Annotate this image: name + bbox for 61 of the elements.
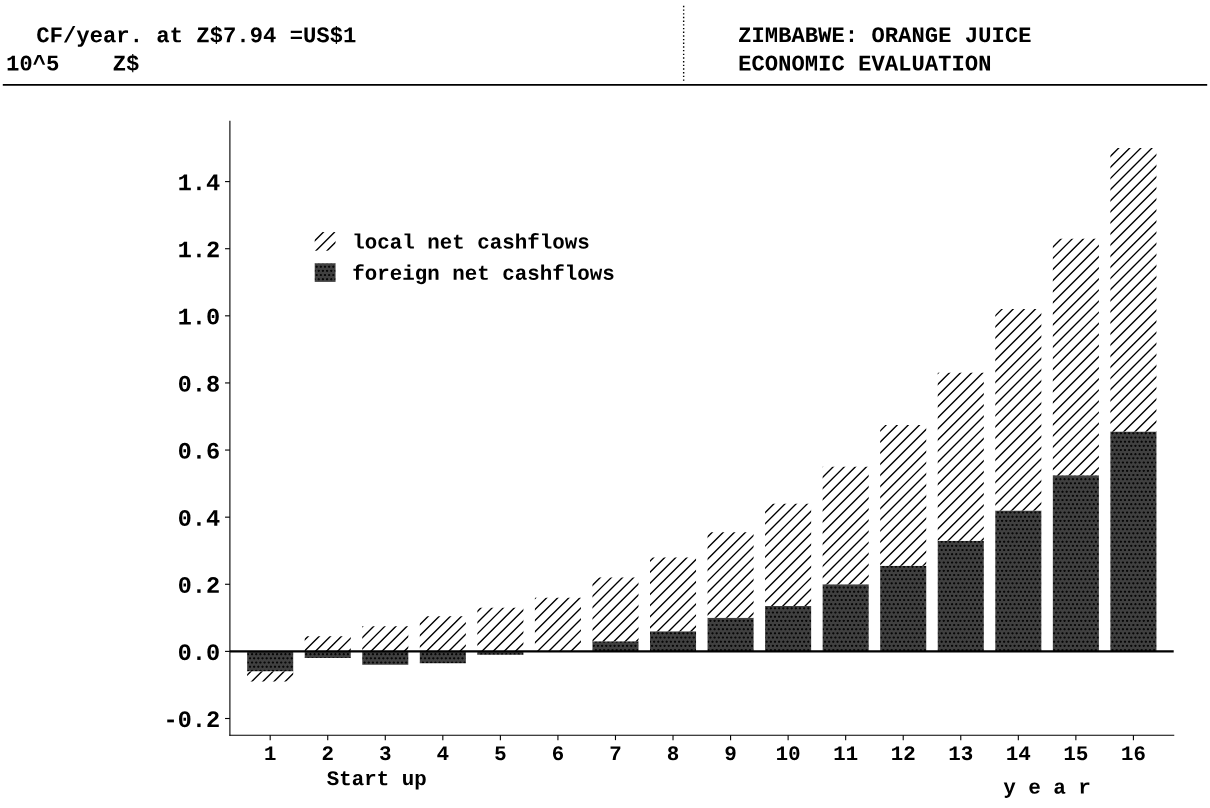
x-tick-label: 14 — [1007, 746, 1031, 761]
x-tick-label: 7 — [610, 746, 621, 761]
x-tick-label: 8 — [667, 746, 679, 761]
bar — [650, 631, 697, 652]
bar — [419, 651, 466, 664]
y-tick-label: 0.0 — [179, 644, 219, 661]
bar — [650, 557, 697, 632]
bar — [707, 617, 754, 652]
bar — [247, 651, 294, 672]
y-tick-label: 1.2 — [179, 241, 219, 258]
bar — [1052, 475, 1099, 652]
bar — [477, 607, 524, 652]
bar — [1052, 238, 1099, 476]
x-tick-label: 13 — [949, 746, 973, 761]
bar — [1110, 148, 1157, 432]
bar — [822, 584, 869, 652]
bar — [937, 372, 984, 541]
legend-label: local net cashflows — [354, 233, 589, 249]
bar — [765, 503, 812, 607]
bar — [995, 309, 1042, 511]
x-tick-label: 11 — [834, 746, 858, 761]
x-axis-title: y e a r — [1003, 782, 1090, 798]
chart-title: ZIMBABWE: ORANGE JUICE — [739, 27, 1031, 43]
bar — [419, 616, 466, 652]
text: CF/year. at Z$7.94 =US$1 — [37, 25, 356, 47]
bar — [937, 540, 984, 652]
y-axis-title: 10^5 Z$ — [7, 54, 139, 73]
bar — [822, 466, 869, 585]
x-tick-label: 10 — [777, 746, 800, 761]
bar — [880, 424, 927, 566]
bar — [765, 606, 812, 652]
bar — [707, 532, 754, 618]
x-tick-label: 5 — [495, 746, 506, 761]
x-tick-label: 9 — [725, 746, 736, 761]
x-tick-label: 2 — [322, 746, 333, 761]
x-tick-label: 4 — [437, 746, 449, 761]
x-tick-label: 1 — [265, 746, 276, 761]
y-tick-label: -0.2 — [167, 711, 219, 728]
y-tick-label: 1.4 — [179, 174, 220, 191]
x-tick-label: 12 — [892, 746, 915, 761]
y-tick-label: 1.0 — [179, 308, 219, 325]
x-tick-label: 6 — [552, 746, 564, 761]
bar — [362, 626, 409, 652]
bar — [362, 651, 409, 665]
bar — [534, 597, 581, 652]
x-tick-label: 15 — [1064, 746, 1088, 761]
y-tick-label: 0.6 — [179, 442, 219, 459]
text: Start up — [327, 771, 426, 790]
x-tick-label: 16 — [1122, 746, 1145, 761]
chart-subtitle: ECONOMIC EVALUATION — [739, 55, 991, 71]
legend-label: foreign net cashflows — [353, 264, 614, 285]
bar — [1110, 431, 1157, 652]
y-tick-label: 0.4 — [179, 509, 220, 526]
x-tick-label: 3 — [379, 746, 391, 761]
bar — [880, 565, 927, 652]
bar — [247, 671, 294, 682]
bar — [592, 577, 639, 642]
bar — [304, 636, 351, 652]
y-tick-label: 0.2 — [179, 577, 219, 594]
y-tick-label: 0.8 — [179, 375, 219, 392]
bar — [995, 510, 1042, 652]
